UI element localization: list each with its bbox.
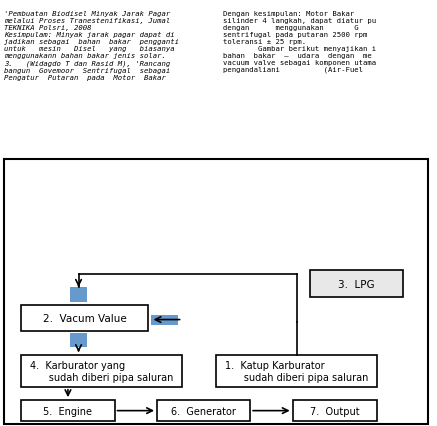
Text: 4.  Karburator yang
      sudah diberi pipa saluran: 4. Karburator yang sudah diberi pipa sal…: [30, 360, 173, 382]
Text: 6.  Generator: 6. Generator: [171, 406, 236, 416]
FancyBboxPatch shape: [216, 355, 378, 387]
Text: 5.  Engine: 5. Engine: [43, 406, 93, 416]
FancyBboxPatch shape: [21, 400, 114, 421]
Text: 3.  LPG: 3. LPG: [338, 279, 375, 289]
FancyBboxPatch shape: [151, 315, 178, 325]
FancyBboxPatch shape: [70, 287, 87, 302]
FancyBboxPatch shape: [4, 160, 428, 424]
Text: Dengan kesimpulan: Motor Bakar
silinder 4 langkah, dapat diatur pu
dengan      m: Dengan kesimpulan: Motor Bakar silinder …: [223, 11, 376, 73]
FancyBboxPatch shape: [309, 271, 403, 297]
Text: 1.  Katup Karburator
      sudah diberi pipa saluran: 1. Katup Karburator sudah diberi pipa sa…: [225, 360, 368, 382]
Text: 2.  Vacum Value: 2. Vacum Value: [43, 313, 127, 323]
FancyBboxPatch shape: [21, 355, 182, 387]
FancyBboxPatch shape: [21, 305, 149, 331]
Text: 7.  Output: 7. Output: [310, 406, 360, 416]
Text: 'Pembuatan Biodisel Minyak Jarak Pagar
melalui Proses Tranestenifikasi, Jumal
TE: 'Pembuatan Biodisel Minyak Jarak Pagar m…: [4, 11, 179, 81]
FancyBboxPatch shape: [157, 400, 250, 421]
FancyBboxPatch shape: [70, 333, 87, 347]
FancyBboxPatch shape: [293, 400, 378, 421]
